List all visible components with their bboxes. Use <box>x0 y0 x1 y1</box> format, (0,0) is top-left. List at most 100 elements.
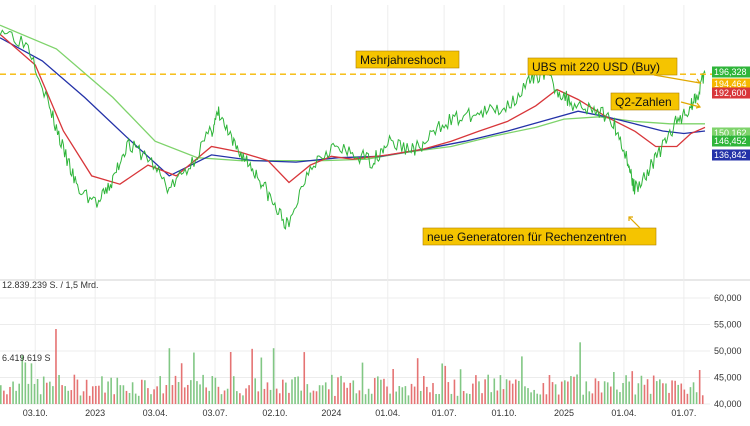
volume-bar <box>61 385 63 404</box>
volume-bar <box>45 382 48 404</box>
volume-bar <box>487 374 489 404</box>
volume-bar <box>407 395 410 404</box>
volume-bar <box>205 387 207 404</box>
volume-bar <box>125 390 128 404</box>
volume-bar <box>18 383 20 404</box>
volume-bar <box>432 383 434 404</box>
price-tag-label: 136,842 <box>714 150 747 160</box>
volume-bar <box>327 389 330 404</box>
volume-bar <box>665 383 667 404</box>
volume-bar <box>236 391 238 404</box>
volume-bar <box>459 369 462 404</box>
volume-bar <box>343 382 345 404</box>
volume-bar <box>649 393 652 404</box>
price-tag: 192,600 <box>712 87 750 99</box>
volume-tick-label: 60,000 <box>714 293 742 303</box>
volume-bar <box>628 381 630 404</box>
volume-bar <box>334 395 336 404</box>
volume-bar <box>502 389 505 404</box>
volume-bar <box>312 390 315 404</box>
volume-bar <box>542 383 545 404</box>
volume-bar <box>640 375 643 404</box>
volume-bar <box>190 380 192 404</box>
volume-bar <box>263 388 266 404</box>
volume-bar <box>404 386 407 404</box>
arrow-ubs <box>653 74 701 84</box>
volume-bar <box>674 380 676 404</box>
volume-bar <box>134 393 137 404</box>
volume-bar <box>560 381 563 404</box>
volume-bar <box>603 381 606 404</box>
volume-bar <box>306 384 309 404</box>
volume-bar <box>232 376 235 404</box>
volume-bar <box>465 393 468 404</box>
volume-bar <box>113 394 116 404</box>
volume-bar <box>131 382 134 404</box>
volume-bar <box>107 381 109 404</box>
volume-label-half: 6.419.619 S <box>2 353 51 363</box>
volume-bar <box>521 356 523 404</box>
volume-bar <box>426 386 428 404</box>
volume-bar <box>309 392 312 404</box>
volume-bar <box>585 381 588 404</box>
volume-bar <box>573 376 575 404</box>
volume-tick-label: 40,000 <box>714 399 742 409</box>
volume-bar <box>680 383 683 404</box>
volume-bar <box>548 375 551 404</box>
volume-bar <box>438 394 440 404</box>
volume-tick-label: 45,000 <box>714 372 742 382</box>
annotation-text: Q2-Zahlen <box>615 95 672 109</box>
volume-bar <box>631 371 634 404</box>
volume-bar <box>591 393 594 404</box>
volume-bar <box>260 357 263 404</box>
volume-bar <box>481 393 483 404</box>
price-tag-background <box>712 66 750 78</box>
volume-bar <box>186 384 189 404</box>
volume-bar <box>622 382 624 404</box>
volume-bar <box>468 393 471 404</box>
volume-bar <box>634 394 637 404</box>
volume-bar <box>435 393 437 404</box>
volume-bar <box>9 386 11 404</box>
volume-bar <box>410 383 413 404</box>
volume-bar <box>147 388 149 404</box>
volume-bar <box>278 393 281 404</box>
time-axis: 03.10. 2023 03.04. 03.07. 02.10. 2024 01.04. 01… <box>23 408 697 418</box>
volume-bar <box>73 374 76 404</box>
volume-bar <box>349 382 352 404</box>
volume-bar <box>358 390 361 404</box>
volume-bar <box>643 384 646 404</box>
volume-bar <box>266 382 269 404</box>
volume-bar <box>355 393 358 404</box>
volume-bar <box>251 348 253 404</box>
volume-bar <box>450 393 453 404</box>
annotation-generatoren: neue Generatoren für Rechenzentren <box>422 227 657 246</box>
volume-bar <box>652 375 655 404</box>
volume-bar <box>67 390 70 404</box>
volume-bar <box>288 392 290 404</box>
volume-bar <box>616 389 618 404</box>
volume-bar <box>527 388 529 404</box>
volume-bar <box>156 386 158 404</box>
volume-bar <box>579 342 581 404</box>
volume-bar <box>416 358 419 404</box>
volume-bar <box>533 389 535 404</box>
volume-bar <box>419 390 422 404</box>
volume-bar <box>21 355 24 404</box>
price-tag-background <box>712 135 750 147</box>
series-lines <box>0 24 706 230</box>
volume-bar <box>36 378 39 404</box>
volume-bar <box>567 381 569 404</box>
price-tag-label: 146,452 <box>714 136 747 146</box>
volume-bar <box>110 377 112 404</box>
annotation-arrows <box>628 74 702 229</box>
volume-bar <box>346 387 348 404</box>
volume-bar <box>530 392 532 404</box>
volume-bar <box>168 348 171 404</box>
volume-bar <box>514 379 517 404</box>
volume-bar <box>594 378 597 404</box>
volume-bar <box>211 376 214 404</box>
volume-bar <box>662 383 664 404</box>
volume-bar <box>162 393 165 404</box>
